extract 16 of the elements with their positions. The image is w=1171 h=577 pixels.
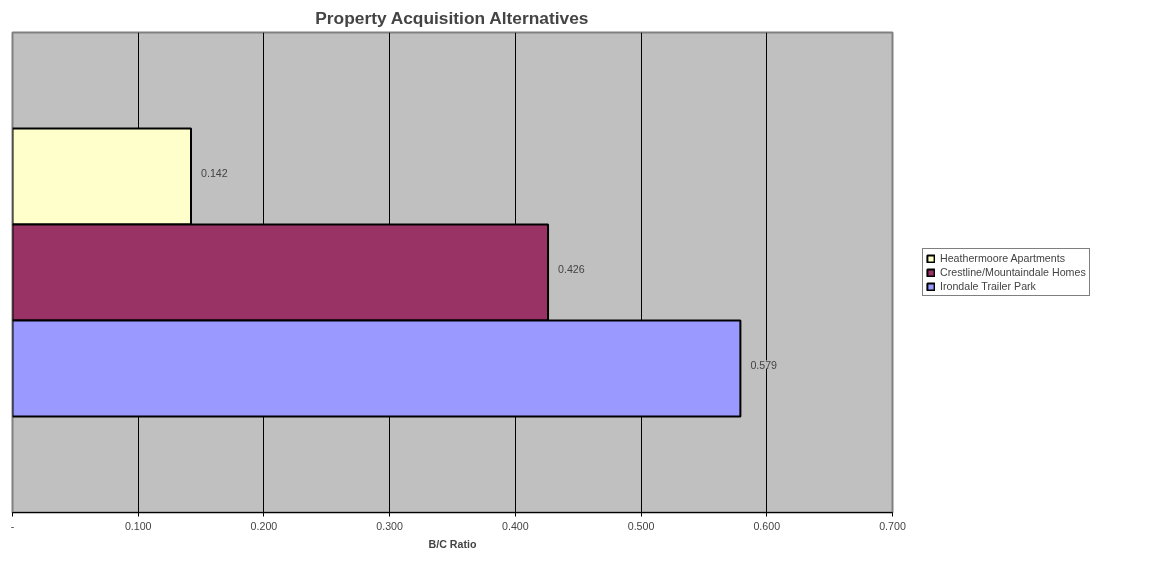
chart-title: Property Acquisition Alternatives bbox=[315, 7, 589, 28]
x-tick-label: 0.200 bbox=[250, 519, 278, 532]
legend-label: Irondale Trailer Park bbox=[940, 280, 1036, 292]
data-label: 0.579 bbox=[750, 358, 778, 371]
x-tick-label: 0.700 bbox=[879, 519, 906, 532]
data-label: 0.426 bbox=[558, 262, 585, 275]
x-tick-label: 0.300 bbox=[376, 519, 404, 532]
data-label: 0.142 bbox=[201, 166, 228, 179]
x-tick-label: 0.600 bbox=[753, 519, 781, 532]
x-axis-title: B/C Ratio bbox=[428, 537, 477, 550]
x-tick-label: 0.100 bbox=[124, 519, 152, 532]
x-tick-label: - bbox=[10, 519, 15, 532]
legend-label: Crestline/Mountaindale Homes bbox=[940, 266, 1086, 278]
x-tick-label: 0.500 bbox=[627, 519, 655, 532]
x-tick-label: 0.400 bbox=[502, 519, 529, 532]
legend-label: Heathermoore Apartments bbox=[940, 252, 1065, 264]
